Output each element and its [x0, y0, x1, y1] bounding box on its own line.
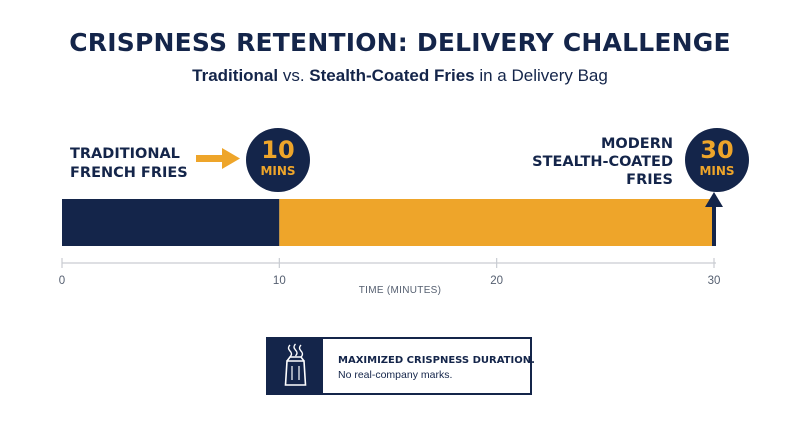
callout-subtitle: No real-company marks. — [338, 369, 453, 381]
marker-group — [705, 192, 723, 246]
chart-title: CRISPNESS RETENTION: DELIVERY CHALLENGE — [69, 28, 731, 57]
end-marker-line — [712, 203, 716, 246]
callout-box: MAXIMIZED CRISPNESS DURATION. No real-co… — [266, 337, 535, 395]
x-tick-label-10: 10 — [273, 275, 286, 287]
x-tick-label-30: 30 — [708, 275, 721, 287]
traditional-label-line2: FRENCH FRIES — [70, 165, 188, 181]
traditional-label-line1: TRADITIONAL — [70, 146, 180, 162]
subtitle-bag: in a Delivery Bag — [474, 66, 608, 85]
x-tick-label-0: 0 — [59, 275, 65, 287]
bar-group — [62, 199, 714, 246]
x-axis-title: TIME (MINUTES) — [358, 285, 442, 296]
badge-10-mins: 10 MINS — [246, 128, 310, 192]
x-tick-label-20: 20 — [490, 275, 503, 287]
subtitle-vs: vs. — [278, 66, 310, 85]
up-arrow-icon — [705, 192, 723, 207]
chart-subtitle: Traditional vs. Stealth-Coated Fries in … — [0, 66, 800, 86]
takeout-bag-icon — [284, 343, 307, 386]
badge-30-number: 30 — [700, 136, 734, 164]
bar-segment-0 — [62, 199, 280, 246]
badge-30-mins: 30 MINS — [685, 128, 749, 192]
badge-30-unit: MINS — [699, 164, 735, 178]
badge-10-unit: MINS — [260, 164, 296, 178]
modern-label: MODERN STEALTH-COATED FRIES — [490, 135, 673, 189]
badge-10-number: 10 — [261, 136, 295, 164]
chart-canvas: 0 10 20 30 — [59, 148, 723, 287]
callout-icon-box — [268, 339, 323, 393]
x-axis: 0 10 20 30 — [59, 258, 721, 287]
subtitle-stealth: Stealth-Coated Fries — [309, 66, 475, 85]
modern-label-line2: STEALTH-COATED — [532, 154, 673, 170]
modern-label-line1: MODERN — [601, 136, 673, 152]
traditional-label: TRADITIONAL FRENCH FRIES — [70, 145, 188, 183]
subtitle-traditional: Traditional — [192, 66, 279, 85]
bar-segment-1 — [279, 199, 714, 246]
callout-title: MAXIMIZED CRISPNESS DURATION. — [338, 355, 535, 366]
modern-label-line3: FRIES — [626, 172, 673, 188]
right-arrow-icon — [196, 148, 240, 169]
